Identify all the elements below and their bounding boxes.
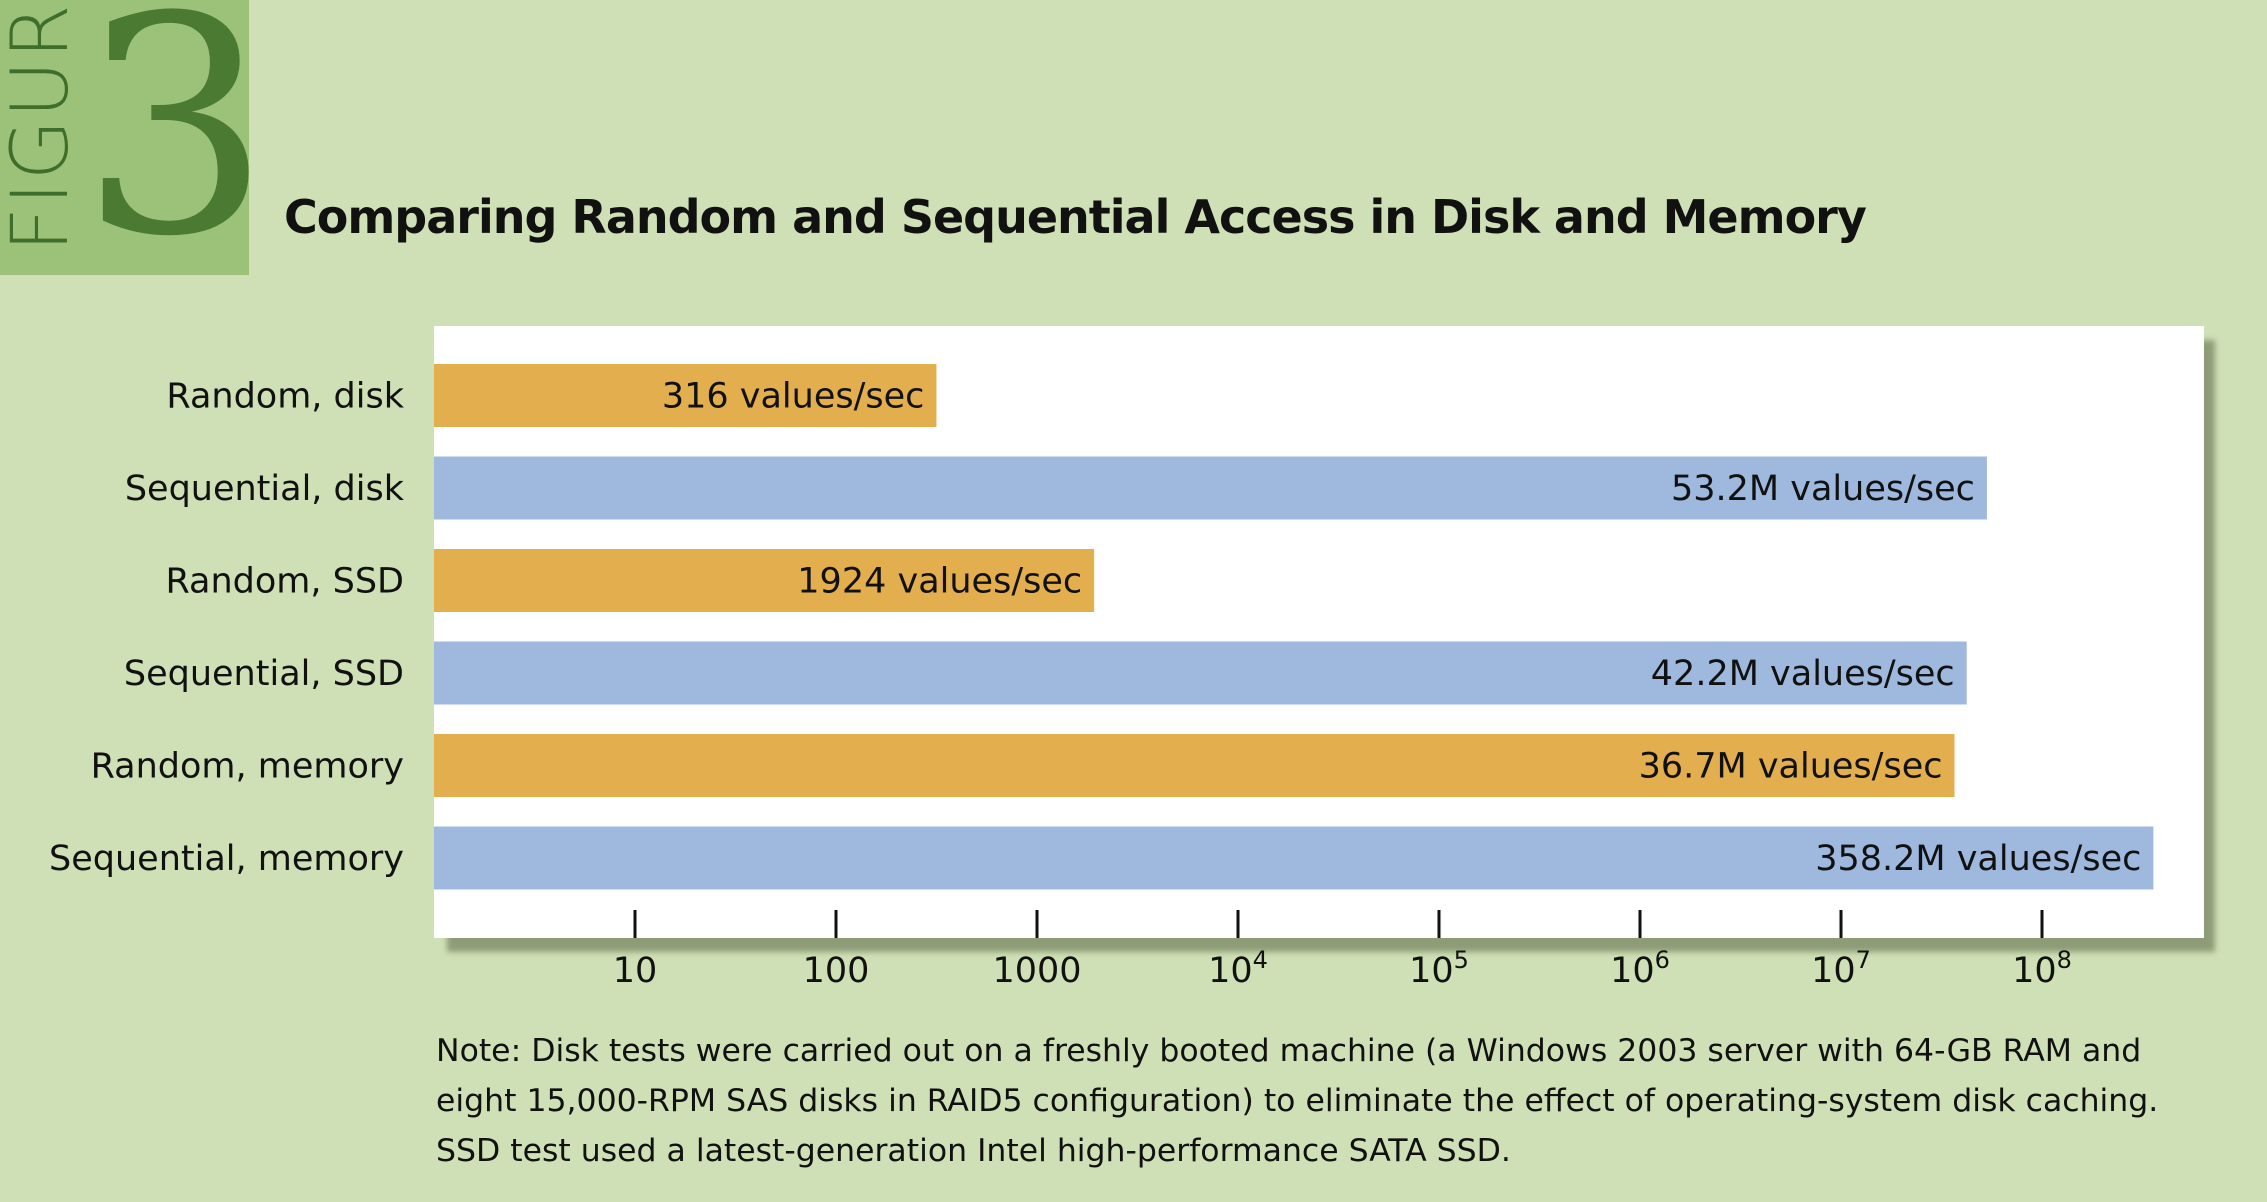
x-tick-exponent: 7 [1856, 946, 1871, 974]
bar [434, 549, 1095, 612]
x-tick-exponent: 8 [2057, 946, 2072, 974]
category-label: Sequential, disk [125, 469, 405, 509]
category-label: Random, memory [91, 747, 404, 787]
x-tick-exponent: 5 [1454, 946, 1469, 974]
x-tick-exponent: 6 [1655, 946, 1670, 974]
bar [434, 641, 1967, 705]
x-tick-label: 107 [1811, 946, 1871, 991]
chart-title: Comparing Random and Sequential Access i… [284, 190, 1867, 244]
figure-badge: FIGURE 3 [0, 0, 271, 278]
bar [434, 734, 1955, 797]
category-label: Random, disk [166, 377, 404, 417]
x-tick-label: 1000 [992, 951, 1081, 991]
bar-value-label: 1924 values/sec [797, 562, 1082, 602]
figure-number: 3 [80, 0, 271, 302]
x-tick-label: 104 [1208, 946, 1268, 991]
category-label: Sequential, SSD [124, 654, 404, 694]
category-label: Random, SSD [165, 562, 404, 602]
bar-value-label: 358.2M values/sec [1815, 839, 2141, 879]
category-label: Sequential, memory [49, 839, 404, 879]
note-line: eight 15,000-RPM SAS disks in RAID5 conf… [436, 1083, 2159, 1119]
note-line: Note: Disk tests were carried out on a f… [436, 1033, 2142, 1069]
bar-value-label: 36.7M values/sec [1639, 747, 1943, 787]
bar [434, 826, 2154, 890]
x-tick-label: 106 [1610, 946, 1670, 991]
x-tick-label: 10 [613, 951, 658, 991]
bar-value-label: 316 values/sec [662, 377, 925, 417]
bar-value-label: 42.2M values/sec [1651, 654, 1955, 694]
bar [434, 456, 1987, 520]
x-tick-label: 105 [1409, 946, 1469, 991]
note-line: SSD test used a latest-generation Intel … [436, 1133, 1511, 1169]
bar-chart: Random, disk 316 values/sec Sequential, di… [49, 364, 2154, 991]
x-tick-label: 108 [2012, 946, 2072, 991]
x-tick-exponent: 4 [1253, 946, 1268, 974]
bar-value-label: 53.2M values/sec [1671, 469, 1975, 509]
bar [434, 364, 937, 427]
x-tick-label: 100 [803, 951, 870, 991]
chart-note: Note: Disk tests were carried out on a f… [436, 1026, 2159, 1176]
